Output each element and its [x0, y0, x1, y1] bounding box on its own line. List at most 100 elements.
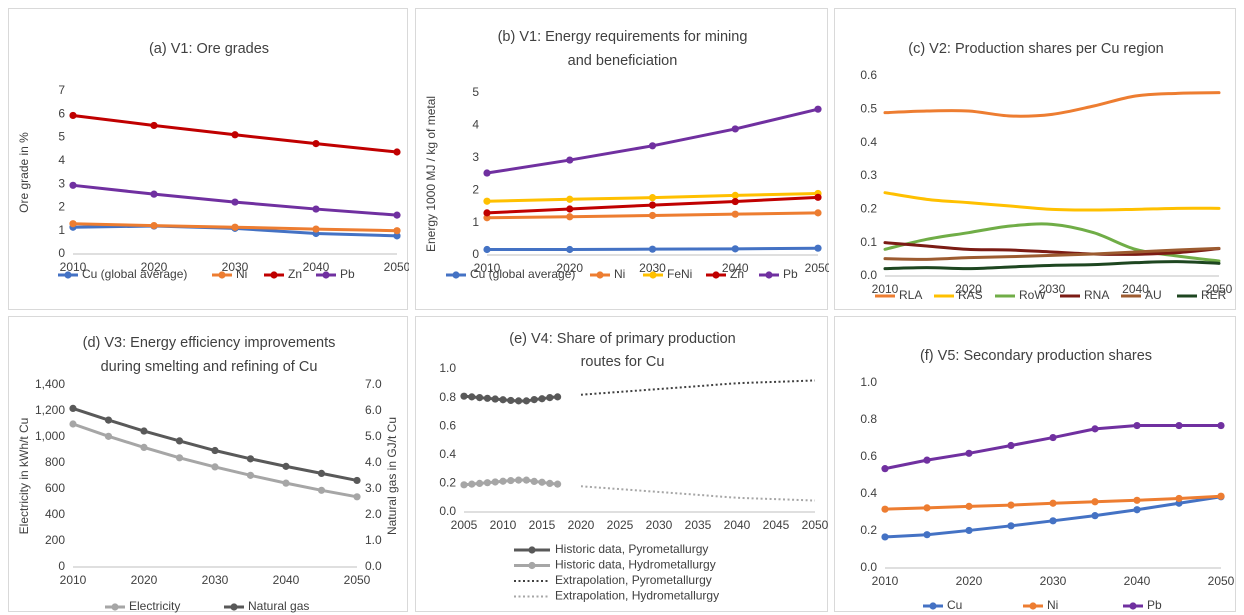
y-tick-label: 0.2 [439, 476, 456, 490]
data-point [546, 479, 554, 487]
data-point [175, 454, 184, 462]
chart-panel-d: (d) V3: Energy efficiency improvements du… [8, 316, 408, 613]
legend-marker [649, 271, 657, 279]
legend-label: RNA [1084, 288, 1109, 302]
x-tick-label: 2010 [474, 261, 501, 275]
data-point [393, 211, 401, 219]
chart-title: (e) V4: Share of primary production [509, 331, 735, 347]
data-point [881, 533, 889, 541]
y-tick-label: 0.6 [860, 449, 877, 463]
x-tick-label: 2050 [344, 573, 371, 587]
y-tick-label: 2 [472, 182, 479, 196]
x-tick-label: 2050 [802, 518, 829, 532]
x-tick-label: 2040 [722, 261, 749, 275]
data-point [69, 420, 77, 428]
data-point [923, 456, 931, 464]
data-point [69, 111, 77, 120]
y-tick-label: 0.4 [439, 447, 456, 461]
chart-title: (b) V1: Energy requirements for mining [498, 29, 748, 45]
legend-marker [528, 561, 536, 570]
data-point [1091, 425, 1099, 433]
data-point [393, 232, 401, 240]
data-point [1007, 441, 1015, 450]
y-tick-label: 7 [58, 83, 65, 97]
x-tick-label: 2040 [1122, 282, 1149, 296]
data-point [231, 223, 239, 231]
y-tick-label: 0.0 [860, 560, 877, 574]
data-point [881, 465, 889, 473]
y2-tick-label: 4.0 [365, 455, 382, 469]
data-point [282, 462, 290, 470]
y-tick-label: 0.2 [860, 202, 877, 216]
y-tick-label: 400 [45, 507, 65, 521]
chart-svg-b: (b) V1: Energy requirements for mining an… [424, 29, 829, 281]
data-point [312, 140, 320, 148]
data-point [554, 480, 562, 488]
legend-marker [452, 271, 460, 279]
data-point [393, 227, 401, 235]
x-tick-label: 2010 [490, 518, 517, 532]
x-tick-label: 2020 [956, 574, 983, 588]
x-tick-label: 2030 [1040, 574, 1067, 588]
y2-tick-label: 7.0 [365, 377, 382, 391]
x-tick-label: 2050 [805, 261, 829, 275]
data-point [1133, 506, 1141, 514]
data-point [566, 213, 574, 221]
y-tick-label: 0.6 [439, 418, 456, 432]
data-point [104, 432, 113, 440]
data-point [814, 209, 822, 217]
legend-label: Ni [614, 267, 625, 281]
legend-label: Zn [288, 267, 302, 281]
x-tick-label: 2030 [222, 260, 249, 274]
y-tick-label: 0.1 [860, 235, 877, 249]
chart-svg-e: (e) V4: Share of primary production route… [439, 331, 829, 603]
data-point [566, 205, 574, 213]
data-point [317, 469, 326, 477]
data-point [476, 394, 484, 402]
data-point [566, 156, 574, 164]
data-point [814, 105, 822, 113]
y-tick-label: 1,200 [35, 403, 65, 417]
legend-marker [596, 271, 604, 279]
legend-marker [218, 271, 226, 279]
y2-tick-label: 6.0 [365, 403, 382, 417]
y-tick-label: 6 [58, 106, 65, 120]
data-point [1133, 421, 1141, 430]
x-tick-label: 2010 [60, 573, 87, 587]
data-point [923, 504, 931, 512]
data-point [1091, 512, 1099, 520]
series-line-3 [883, 241, 1221, 256]
y-tick-label: 800 [45, 455, 65, 469]
data-point [546, 394, 554, 402]
data-point [211, 446, 219, 455]
data-point [1133, 496, 1141, 504]
series-line-4 [883, 246, 1221, 261]
data-point [246, 455, 255, 463]
x-tick-label: 2040 [724, 518, 751, 532]
y-tick-label: 5 [472, 85, 479, 99]
series-line-0 [883, 91, 1221, 118]
chart-svg-d: (d) V3: Energy efficiency improvements du… [17, 335, 399, 613]
chart-panel-f: (f) V5: Secondary production shares 0.0 0.… [834, 316, 1236, 612]
series-line-4 [485, 107, 820, 175]
legend-label: FeNi [667, 267, 692, 281]
y-tick-label: 0 [472, 247, 479, 261]
y-tick-label: 0.0 [860, 268, 877, 282]
y-tick-label: 200 [45, 533, 65, 547]
data-point [566, 245, 574, 254]
series-line-0 [71, 422, 359, 499]
legend-marker [230, 603, 238, 611]
chart-title: (a) V1: Ore grades [149, 41, 269, 57]
legend-label: Cu (global average) [82, 267, 187, 281]
legend-marker [528, 546, 536, 554]
data-point [881, 505, 889, 513]
legend-label: Ni [1047, 598, 1058, 612]
data-point [483, 169, 491, 177]
data-point [507, 476, 515, 485]
data-point [483, 197, 491, 205]
chart-title: (c) V2: Production shares per Cu region [908, 41, 1164, 57]
data-point [468, 393, 476, 401]
data-point [460, 481, 468, 489]
data-point [353, 493, 361, 501]
x-tick-label: 2020 [556, 261, 583, 275]
